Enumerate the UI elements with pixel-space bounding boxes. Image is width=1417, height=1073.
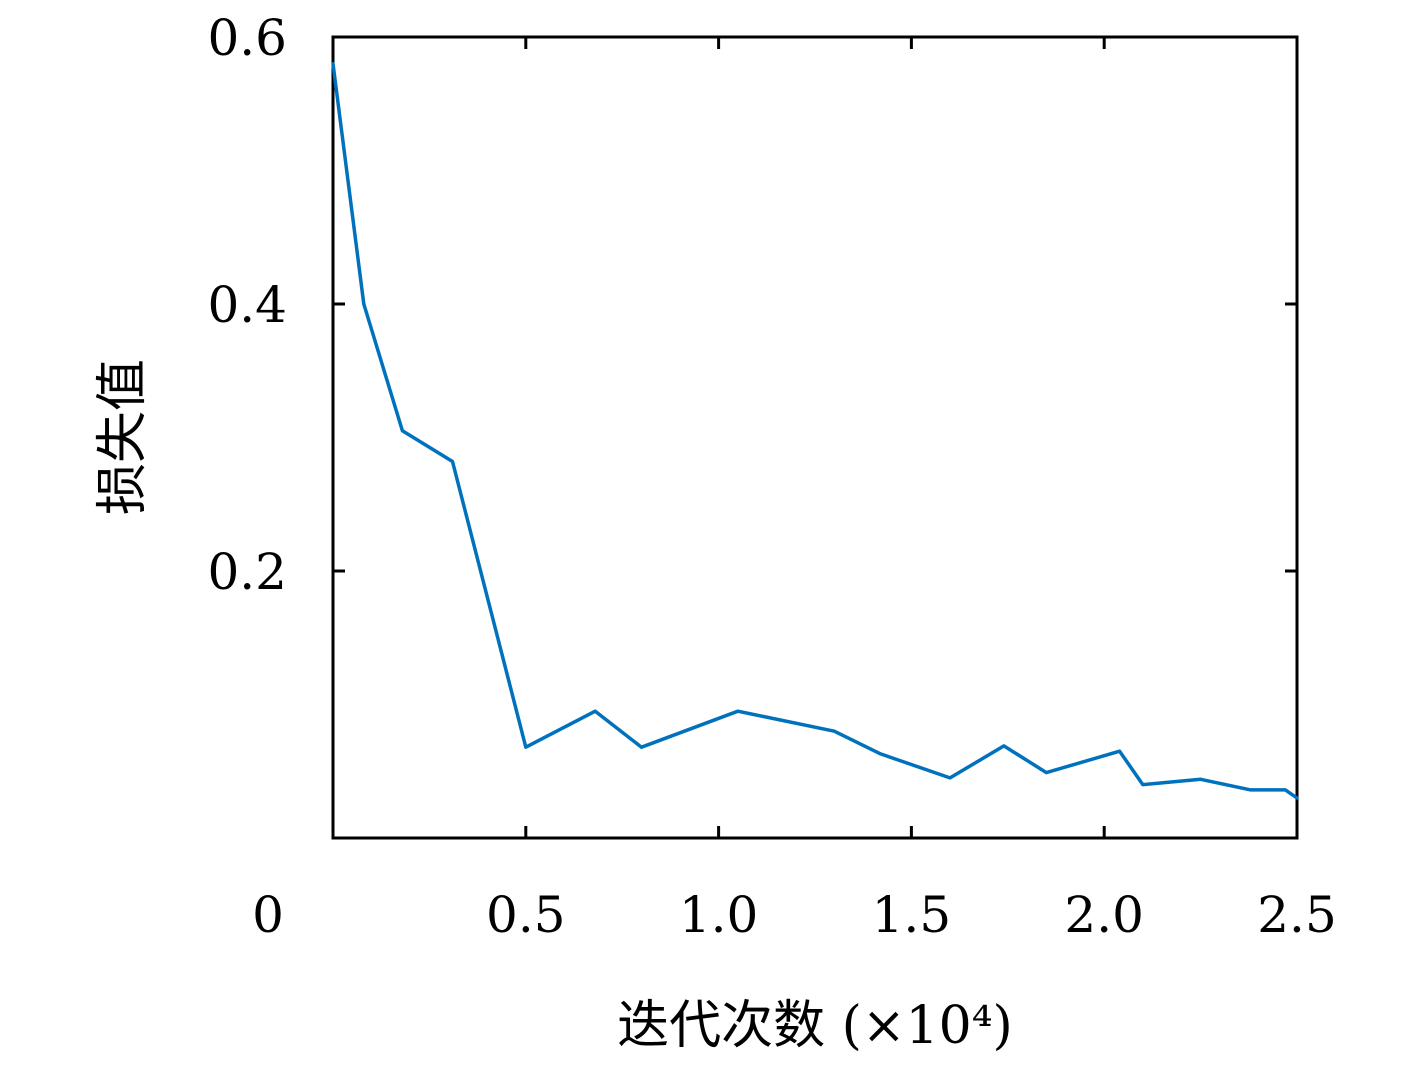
series-lines (331, 61, 1299, 800)
y-tick-label: 0.6 (207, 9, 287, 67)
y-tick-label: 0.4 (207, 276, 287, 334)
y-axis-title: 损失值 (93, 359, 153, 515)
x-tick-label: 1.5 (872, 886, 952, 944)
plot-border (331, 35, 1299, 840)
y-tick-label: 0.2 (207, 543, 287, 601)
x-axis-title: 迭代次数 (×10⁴) (617, 996, 1013, 1056)
x-tick-label: 2.5 (1257, 886, 1337, 944)
tick-labels: 0 0.5 1.0 1.5 2.0 2.5 0.2 0.4 0.6 (207, 9, 1336, 944)
axis-ticks (331, 35, 1299, 838)
x-tick-label: 0.5 (486, 886, 566, 944)
series-line-0 (331, 61, 1299, 800)
x-tick-label: 1.0 (679, 886, 759, 944)
x-tick-label: 0 (252, 886, 284, 944)
plot-frame (331, 35, 1299, 840)
x-tick-label: 2.0 (1064, 886, 1144, 944)
